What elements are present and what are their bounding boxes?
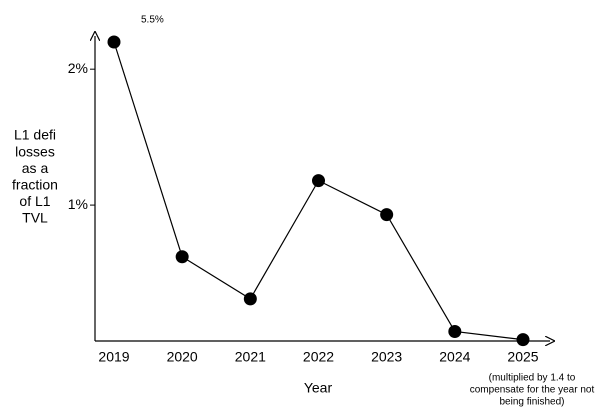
y-axis-label: L1 defi [14,127,56,143]
point [380,208,394,222]
x-tick-label: 2021 [235,349,266,365]
x-tick-label: 2025 [507,349,538,365]
y-tick-label: 1% [68,196,88,212]
y-tick-label: 2% [68,60,88,76]
x-tick-label: 2022 [303,349,334,365]
y-axis-label: TVL [22,210,48,226]
note: (multiplied by 1.4 to [489,373,576,384]
x-tick-label: 2023 [371,349,402,365]
y-axis-label: of L1 [19,193,50,209]
point [448,324,462,338]
note: being finished) [499,397,564,408]
x-tick-label: 2020 [167,349,198,365]
point [312,174,325,188]
y-axis-label: fraction [12,177,58,193]
annotation: 5.5% [141,15,164,26]
x-tick-label: 2024 [439,349,470,365]
line [113,41,524,341]
x-tick-label: 2019 [98,349,129,365]
x-axis-label: Year [304,380,333,396]
point [107,35,121,49]
y-axis-label: losses [15,143,55,159]
point [243,292,257,306]
point [516,333,530,347]
note: compensate for the year not [470,385,595,396]
point [175,250,189,264]
y-axis-label: as a [22,160,49,176]
